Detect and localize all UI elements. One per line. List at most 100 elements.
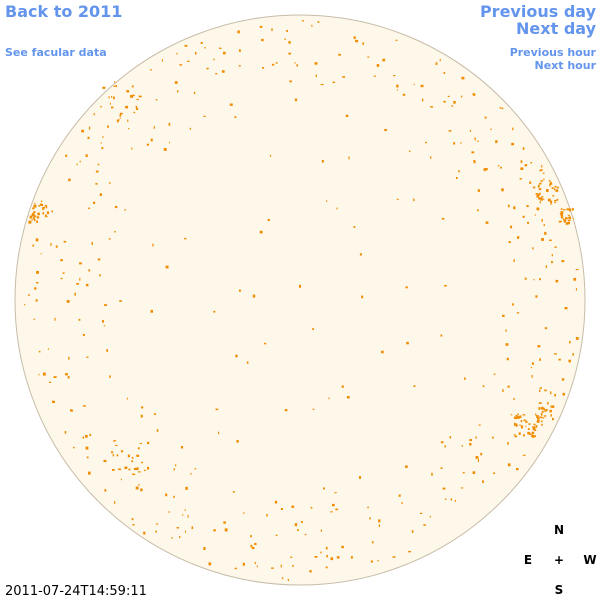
facula bbox=[259, 230, 263, 234]
facula bbox=[194, 468, 197, 470]
facula bbox=[563, 220, 566, 223]
facula bbox=[367, 506, 369, 509]
facula bbox=[74, 292, 76, 296]
facula bbox=[330, 511, 333, 513]
facula bbox=[103, 459, 107, 463]
facula bbox=[135, 105, 138, 108]
facula bbox=[398, 494, 401, 497]
facula bbox=[100, 142, 102, 144]
facula bbox=[525, 421, 528, 423]
facula bbox=[552, 195, 554, 197]
facula bbox=[549, 239, 552, 241]
facula bbox=[38, 373, 40, 376]
facula bbox=[550, 200, 553, 204]
facula bbox=[493, 373, 496, 375]
facula bbox=[460, 95, 463, 98]
facular-link[interactable]: See facular data bbox=[5, 46, 107, 59]
facula bbox=[70, 409, 72, 412]
facula bbox=[533, 278, 535, 281]
facula bbox=[517, 236, 520, 239]
facula bbox=[362, 42, 365, 45]
facula bbox=[382, 58, 386, 62]
next-day-link[interactable]: Next day bbox=[516, 19, 597, 38]
facula bbox=[271, 63, 275, 66]
facula bbox=[250, 535, 252, 538]
facula bbox=[515, 423, 518, 427]
facula bbox=[35, 238, 39, 242]
facula bbox=[532, 186, 536, 189]
facula bbox=[335, 508, 338, 511]
facula bbox=[566, 222, 569, 225]
facula bbox=[262, 67, 265, 69]
facula bbox=[174, 81, 178, 84]
facula bbox=[251, 546, 255, 550]
facula bbox=[89, 433, 92, 437]
facula bbox=[314, 62, 318, 65]
back-link[interactable]: Back to 2011 bbox=[5, 2, 122, 21]
next-hour-link[interactable]: Next hour bbox=[535, 59, 597, 72]
facula bbox=[395, 39, 398, 41]
facula bbox=[131, 460, 134, 463]
previous-day-link[interactable]: Previous day bbox=[480, 2, 597, 21]
facula bbox=[320, 529, 322, 532]
facula bbox=[520, 425, 524, 429]
facula bbox=[334, 492, 337, 494]
facula bbox=[551, 261, 553, 264]
facula bbox=[513, 206, 516, 210]
facula bbox=[453, 142, 456, 145]
facula bbox=[513, 398, 515, 400]
facula bbox=[493, 472, 496, 474]
facula bbox=[513, 423, 516, 426]
facula bbox=[118, 468, 121, 471]
facula bbox=[321, 160, 324, 163]
facula bbox=[502, 389, 504, 393]
facula bbox=[497, 165, 500, 167]
facula bbox=[65, 373, 68, 376]
facula bbox=[85, 434, 88, 438]
facula bbox=[239, 289, 241, 292]
facula bbox=[169, 141, 171, 144]
facula bbox=[82, 334, 85, 336]
facula bbox=[147, 466, 150, 470]
facula bbox=[484, 116, 487, 119]
facula bbox=[103, 325, 106, 327]
facula bbox=[456, 177, 458, 179]
facula bbox=[469, 442, 472, 446]
facula bbox=[119, 117, 121, 119]
facula bbox=[115, 444, 118, 447]
facula bbox=[541, 196, 544, 198]
facula bbox=[554, 353, 557, 355]
facula bbox=[326, 200, 328, 202]
facula bbox=[396, 89, 398, 91]
facula bbox=[325, 546, 328, 550]
timestamp: 2011-07-24T14:59:11 bbox=[5, 584, 147, 599]
facula bbox=[60, 259, 63, 262]
facula bbox=[572, 353, 574, 356]
facula bbox=[215, 408, 219, 411]
facula bbox=[532, 247, 534, 250]
facula bbox=[33, 211, 36, 214]
facula bbox=[524, 277, 527, 280]
facula bbox=[76, 283, 80, 285]
facula bbox=[44, 214, 47, 218]
facula bbox=[540, 413, 543, 416]
facula bbox=[482, 480, 484, 483]
facula bbox=[182, 514, 184, 516]
facula bbox=[34, 215, 37, 218]
facula bbox=[568, 208, 571, 211]
facula bbox=[458, 170, 460, 173]
facula bbox=[562, 218, 565, 221]
facula bbox=[554, 199, 557, 202]
facula bbox=[431, 472, 433, 476]
facula bbox=[514, 435, 518, 438]
facula bbox=[234, 116, 237, 119]
facula bbox=[143, 531, 146, 535]
facula bbox=[508, 241, 511, 244]
facula bbox=[45, 205, 48, 209]
facula bbox=[554, 201, 557, 204]
previous-hour-link[interactable]: Previous hour bbox=[510, 46, 597, 59]
facula bbox=[545, 408, 548, 412]
facula bbox=[176, 52, 178, 55]
facula bbox=[70, 409, 73, 412]
facula bbox=[562, 392, 565, 396]
